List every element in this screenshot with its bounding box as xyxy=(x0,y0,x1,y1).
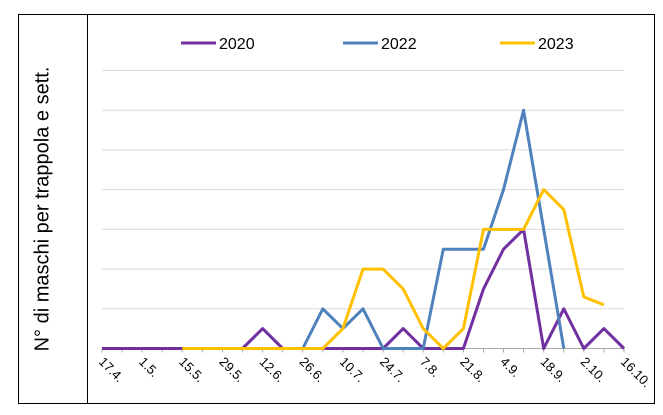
x-tick-label: 7.8. xyxy=(417,354,443,380)
x-tick-label: 24.7. xyxy=(377,354,408,385)
x-tick-label: 12.6. xyxy=(256,354,287,385)
y-axis-label-box xyxy=(18,14,88,404)
x-tick-label: 18.9. xyxy=(538,354,569,385)
x-tick-label: 4.9. xyxy=(497,354,523,380)
legend-label-2022: 2022 xyxy=(381,36,417,53)
x-tick-label: 21.8. xyxy=(457,354,488,385)
x-tick-label: 1.5. xyxy=(136,354,162,380)
x-tick-label: 17.4. xyxy=(96,354,127,385)
plot-box xyxy=(88,14,655,404)
series-line-2022 xyxy=(301,108,566,350)
x-tick-label: 2.10. xyxy=(578,354,609,385)
x-tick-label: 26.6. xyxy=(297,354,328,385)
x-tick-label: 10.7. xyxy=(337,354,368,385)
x-tick-label: 16.10. xyxy=(618,354,654,390)
x-tick-label: 29.5. xyxy=(216,354,247,385)
legend-label-2023: 2023 xyxy=(538,36,574,53)
series-line-2023 xyxy=(182,188,605,350)
legend-label-2020: 2020 xyxy=(219,36,255,53)
x-tick-label: 15.5. xyxy=(176,354,207,385)
